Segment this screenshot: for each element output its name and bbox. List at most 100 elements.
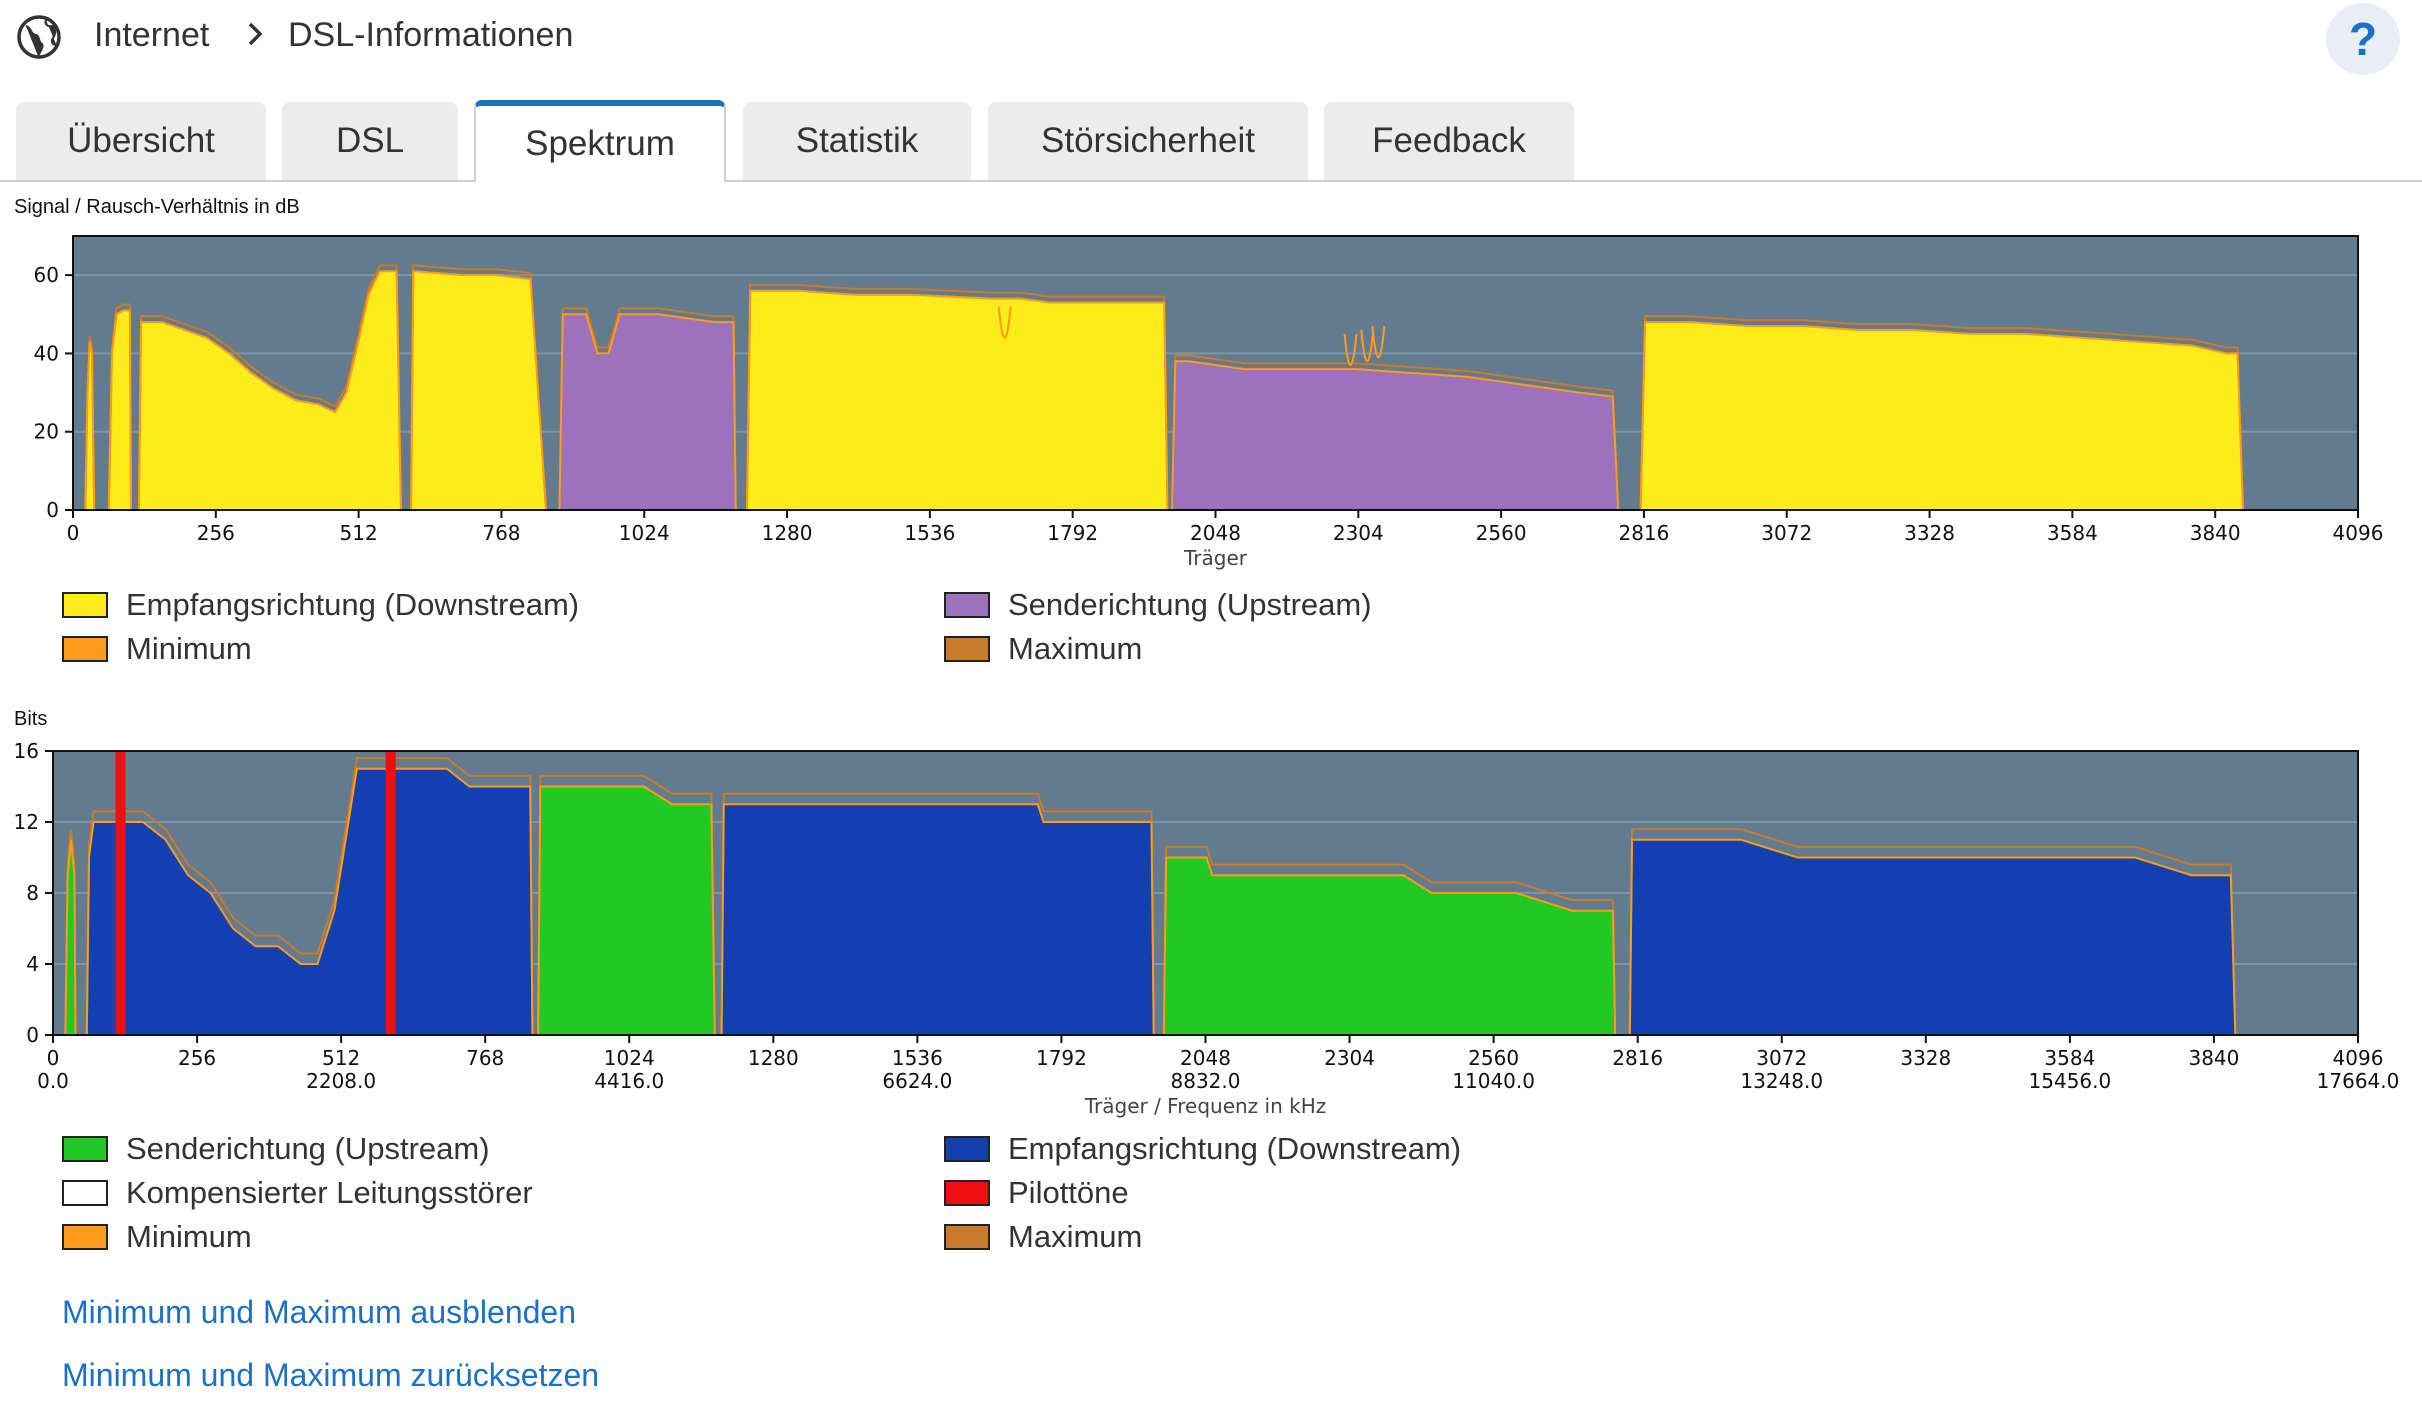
x-tick-label: 512 — [340, 521, 378, 545]
legend-snr-upstream: Senderichtung (Upstream) — [944, 585, 1372, 625]
legend-swatch — [62, 1180, 108, 1206]
legend-swatch — [944, 636, 990, 662]
minimum-line — [1628, 838, 2237, 1036]
y-tick-label: 8 — [26, 881, 39, 905]
minimum-dip — [997, 306, 1012, 339]
legend-bits-maximum: Maximum — [944, 1217, 1142, 1257]
x-tick-khz-label: 8832.0 — [1171, 1069, 1241, 1093]
series-area — [1640, 322, 2244, 510]
legend-snr-downstream: Empfangsrichtung (Downstream) — [62, 585, 579, 625]
legend-snr-maximum: Maximum — [944, 629, 1142, 669]
x-tick-label: 3328 — [1900, 1046, 1951, 1070]
legend-bits-upstream: Senderichtung (Upstream) — [62, 1129, 490, 1169]
legend-swatch — [944, 1180, 990, 1206]
chevron-right-icon — [248, 22, 263, 46]
x-tick-khz-label: 11040.0 — [1452, 1069, 1535, 1093]
x-tick-label: 0 — [47, 1046, 60, 1070]
x-tick-khz-label: 13248.0 — [1740, 1069, 1823, 1093]
legend-bits-minimum: Minimum — [62, 1217, 252, 1257]
tab-uebersicht[interactable]: Übersicht — [16, 102, 266, 180]
help-button[interactable]: ? — [2326, 3, 2400, 75]
tab-divider — [0, 180, 2422, 182]
legend-bits-compensated: Kompensierter Leitungsstörer — [62, 1173, 533, 1213]
legend-label: Empfangsrichtung (Downstream) — [1008, 1131, 1462, 1166]
legend-swatch — [944, 1136, 990, 1162]
snr-chart: 0 256 512 768 1024 1280 1536 1792 2048 2304 2560 28… — [34, 235, 2383, 570]
legend-swatch — [62, 592, 108, 618]
x-tick-khz-label: 0.0 — [37, 1069, 69, 1093]
x-tick-label: 256 — [197, 521, 235, 545]
globe-icon[interactable] — [16, 14, 62, 60]
breadcrumb-internet[interactable]: Internet — [94, 16, 210, 54]
maximum-line — [720, 792, 1155, 1036]
breadcrumb-dsl-informationen: DSL-Informationen — [288, 16, 574, 54]
minimum-line — [537, 785, 716, 1036]
pilot-tone — [115, 751, 126, 1035]
x-tick-label: 256 — [178, 1046, 216, 1070]
legend-label: Pilottöne — [1008, 1175, 1129, 1210]
x-tick-label: 2304 — [1324, 1046, 1375, 1070]
legend-label: Empfangsrichtung (Downstream) — [126, 587, 580, 622]
tab-stoersicherheit[interactable]: Störsicherheit — [988, 102, 1308, 180]
x-tick-label: 3840 — [2190, 521, 2241, 545]
x-axis-title: Träger / Frequenz in kHz — [1084, 1094, 1326, 1118]
x-tick-label: 3328 — [1904, 521, 1955, 545]
reset-minmax-link[interactable]: Minimum und Maximum zurücksetzen — [62, 1357, 600, 1393]
series-area — [86, 768, 533, 1035]
minimum-line — [410, 270, 548, 511]
legend-label: Senderichtung (Upstream) — [1008, 587, 1372, 622]
tab-spektrum[interactable]: Spektrum — [474, 100, 726, 182]
legend-swatch — [944, 592, 990, 618]
series-area — [1163, 857, 1616, 1035]
minimum-dip — [1343, 333, 1358, 367]
minimum-line — [84, 341, 96, 511]
x-tick-label: 2560 — [1468, 1046, 1519, 1070]
minimum-line — [1162, 856, 1617, 1036]
x-tick-label: 3584 — [2047, 521, 2098, 545]
maximum-line — [745, 283, 1169, 511]
pilot-tone — [385, 751, 396, 1035]
x-tick-label: 512 — [322, 1046, 360, 1070]
tab-bar: Übersicht DSL Spektrum Statistik Störsic… — [0, 100, 2422, 182]
y-tick-label: 12 — [14, 810, 39, 834]
x-tick-label: 2560 — [1476, 521, 1527, 545]
x-tick-label: 1536 — [904, 521, 955, 545]
minimum-line — [1639, 321, 2245, 511]
tab-statistik[interactable]: Statistik — [743, 102, 971, 180]
tab-feedback[interactable]: Feedback — [1324, 102, 1574, 180]
x-tick-label: 3840 — [2188, 1046, 2239, 1070]
x-tick-label: 1280 — [748, 1046, 799, 1070]
x-tick-label: 2048 — [1180, 1046, 1231, 1070]
legend-label: Senderichtung (Upstream) — [126, 1131, 490, 1166]
series-area — [746, 290, 1168, 510]
x-tick-label: 4096 — [2333, 1046, 2384, 1070]
x-tick-label: 768 — [466, 1046, 504, 1070]
x-tick-label: 3072 — [1756, 1046, 1807, 1070]
series-area — [108, 310, 132, 510]
legend-label: Minimum — [126, 631, 252, 666]
tab-dsl[interactable]: DSL — [282, 102, 458, 180]
x-tick-label: 0 — [67, 521, 80, 545]
minimum-line — [720, 803, 1155, 1036]
legend-bits-pilot: Pilottöne — [944, 1173, 1129, 1213]
x-tick-khz-label: 4416.0 — [594, 1069, 664, 1093]
x-tick-khz-label: 17664.0 — [2317, 1069, 2400, 1093]
series-area — [1629, 839, 2236, 1035]
series-area — [1171, 361, 1619, 510]
minimum-line — [137, 270, 403, 511]
minimum-line — [1170, 360, 1620, 511]
legend-swatch — [62, 636, 108, 662]
minimum-line — [745, 289, 1169, 511]
x-tick-label: 3072 — [1761, 521, 1812, 545]
x-tick-label: 1536 — [892, 1046, 943, 1070]
x-tick-khz-label: 2208.0 — [306, 1069, 376, 1093]
x-tick-label: 2048 — [1190, 521, 1241, 545]
x-tick-khz-label: 6624.0 — [882, 1069, 952, 1093]
maximum-line — [537, 774, 716, 1036]
minimum-line — [107, 309, 133, 511]
x-tick-label: 1024 — [619, 521, 670, 545]
maximum-line — [1170, 354, 1620, 511]
x-axis-title: Träger — [1183, 546, 1248, 570]
hide-minmax-link[interactable]: Minimum und Maximum ausblenden — [62, 1294, 576, 1330]
